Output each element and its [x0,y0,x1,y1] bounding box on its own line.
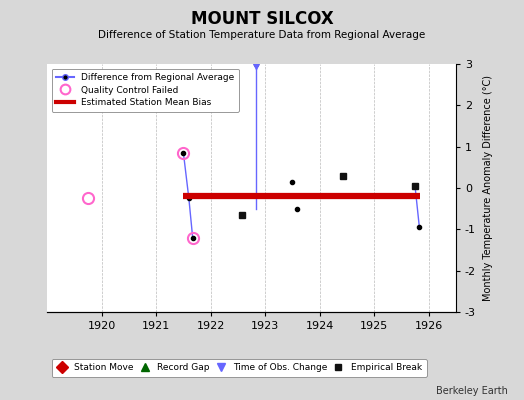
Text: Berkeley Earth: Berkeley Earth [436,386,508,396]
Text: Difference of Station Temperature Data from Regional Average: Difference of Station Temperature Data f… [99,30,425,40]
Y-axis label: Monthly Temperature Anomaly Difference (°C): Monthly Temperature Anomaly Difference (… [483,75,493,301]
Legend: Station Move, Record Gap, Time of Obs. Change, Empirical Break: Station Move, Record Gap, Time of Obs. C… [52,359,427,377]
Text: MOUNT SILCOX: MOUNT SILCOX [191,10,333,28]
